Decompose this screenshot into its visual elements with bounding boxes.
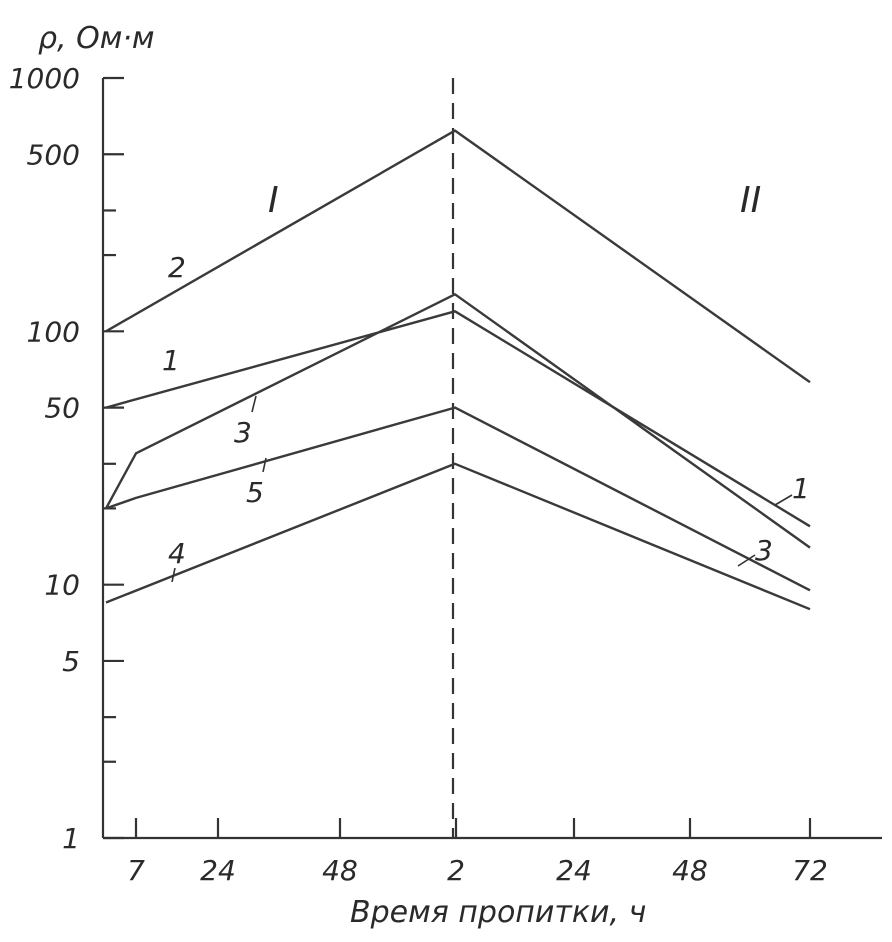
y-tick-label: 1000 [9, 62, 80, 95]
series-label-3-leader [251, 395, 257, 413]
series-lines [104, 129, 811, 611]
x-axis-label: Время пропитки, ч [350, 895, 646, 930]
region-label-II: II [740, 180, 761, 221]
y-axis: 1 5 10 50 100 500 1000 [9, 62, 124, 855]
x-axis-tick-labels: 7 24 48 2 24 48 72 [127, 854, 828, 887]
y-tick-label: 50 [44, 392, 80, 425]
x-tick-label: 48 [322, 854, 358, 887]
series-label-3-right: 3 [755, 534, 773, 567]
y-tick-label: 10 [44, 569, 80, 602]
series-label-4-leader [171, 567, 176, 583]
x-tick-label: 48 [672, 854, 708, 887]
x-tick-label: 2 [447, 854, 465, 887]
y-axis-label: ρ, Ом·м [38, 21, 155, 56]
y-tick-label: 500 [27, 138, 80, 171]
series-line-5 [105, 406, 811, 592]
series-label-4: 4 [168, 537, 186, 570]
x-tick-label: 24 [200, 854, 236, 887]
x-tick-label: 7 [127, 854, 145, 887]
x-axis: 7 24 48 2 24 48 72 [103, 818, 882, 887]
series-label-2: 2 [168, 251, 186, 284]
series-label-1-right-leader [774, 494, 793, 506]
series-labels: 2 1 3 5 4 1 3 [162, 251, 810, 583]
y-tick-label: 5 [62, 645, 80, 678]
x-tick-label: 24 [556, 854, 592, 887]
y-tick-label: 1 [62, 822, 80, 855]
y-tick-label: 100 [27, 315, 80, 348]
series-line-3 [104, 293, 811, 549]
y-axis-tick-labels: 1 5 10 50 100 500 1000 [9, 62, 80, 855]
series-label-5-leader [262, 457, 267, 473]
series-line-1 [105, 310, 811, 528]
region-label-I: I [268, 180, 279, 221]
series-label-3-right-leader [737, 554, 756, 567]
series-label-1-right: 1 [792, 472, 810, 505]
series-label-5: 5 [246, 476, 264, 509]
x-axis-ticks [134, 818, 812, 838]
x-tick-label: 72 [792, 854, 828, 887]
series-line-2 [105, 129, 811, 384]
series-label-3: 3 [234, 416, 252, 449]
series-line-4 [105, 462, 811, 611]
y-axis-ticks [103, 76, 124, 840]
series-label-1: 1 [162, 344, 180, 377]
